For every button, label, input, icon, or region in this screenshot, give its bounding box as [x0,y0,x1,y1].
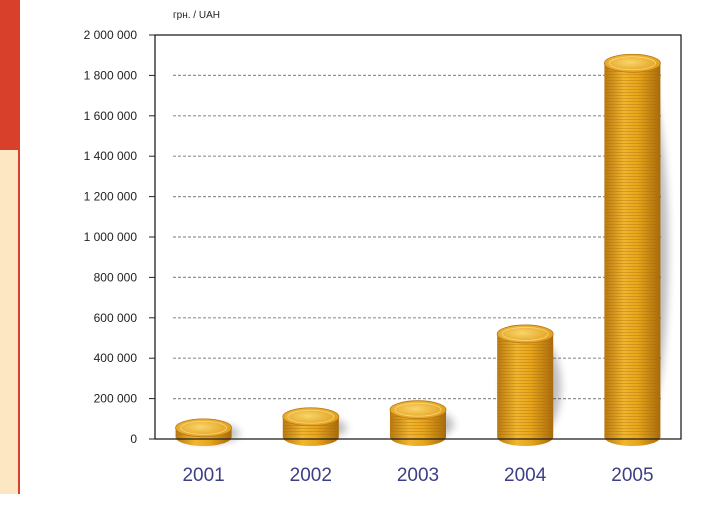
y-tick-label: 800 000 [94,270,138,284]
side-decoration-strip [0,0,20,494]
grid-layer [173,74,663,400]
coin-top [282,407,340,427]
y-tick-label: 1 400 000 [84,149,138,163]
bar-2003 [389,400,454,446]
y-tick-label: 1 800 000 [84,68,138,82]
plot-area-frame [154,34,682,440]
x-axis-category-labels: 2001 2002 2003 2004 2005 [182,465,653,486]
x-category-label: 2002 [290,465,332,486]
unit-label: грн. / UAH [173,10,220,21]
coin-top-rim [394,402,442,417]
coin-edges [604,63,661,437]
coin-top [175,418,233,438]
coin-top-rim [287,409,335,424]
bar-layer [175,53,669,446]
y-axis-tick-labels: 0 200 000 400 000 600 000 800 000 1 000 000 1 … [84,28,155,446]
y-tick-label: 2 000 000 [84,28,138,42]
y-tick-label: 400 000 [94,351,138,365]
x-category-label: 2003 [397,465,439,486]
side-strip-line [18,150,20,494]
y-tick-label: 0 [130,432,137,446]
x-category-label: 2004 [504,465,547,486]
coin-top-rim [501,327,549,341]
y-tick-label: 1 000 000 [84,230,138,244]
side-strip-cream [0,150,20,494]
coin-top [389,400,447,420]
bar-2004 [496,324,562,446]
coin-top [496,324,554,344]
coin-edges [497,333,554,437]
y-tick-label: 1 200 000 [84,190,138,204]
bar-2001 [175,418,240,446]
side-strip-red [0,0,20,150]
x-category-label: 2001 [182,465,224,486]
coin-top-rim [609,56,656,71]
coin-top-rim [180,420,228,435]
bar-2002 [282,407,347,446]
y-tick-label: 600 000 [94,311,138,325]
x-category-label: 2005 [611,465,653,486]
y-tick-label: 200 000 [94,392,138,406]
coin-top [604,53,661,73]
bar-2005 [604,53,669,446]
y-tick-label: 1 600 000 [84,109,138,123]
